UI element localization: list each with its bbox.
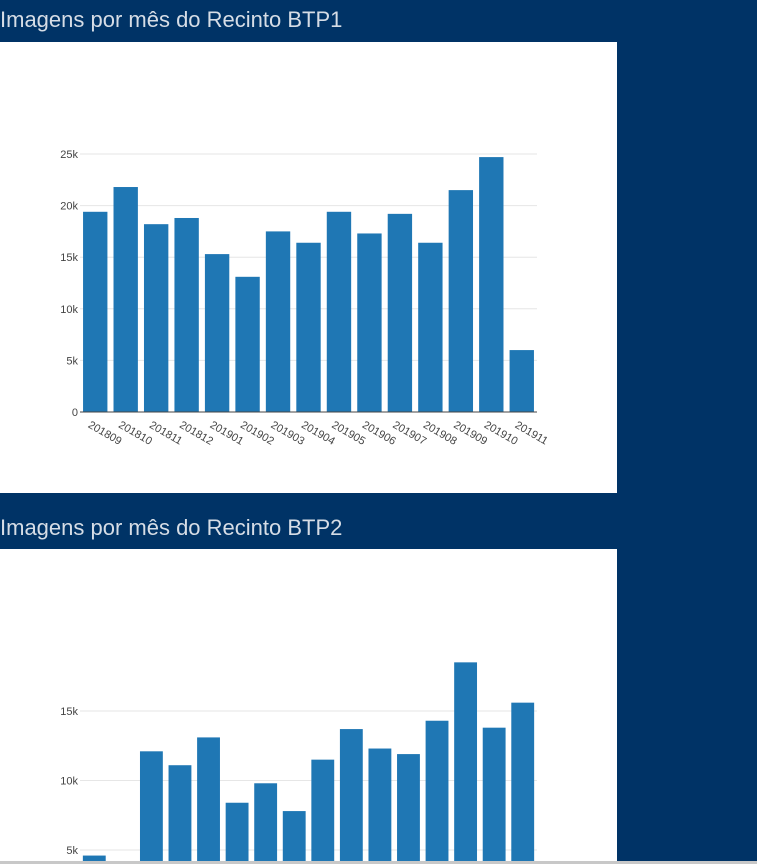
x-tick-label: 201811 <box>147 419 184 447</box>
section-btp1: Imagens por mês do Recinto BTP1 0 5k 10k 15… <box>0 7 617 493</box>
section-title-btp1: Imagens por mês do Recinto BTP1 <box>0 7 343 32</box>
bar-chart-btp1[interactable]: 05k10k15k20k25k2018092018102018112018122… <box>0 42 617 493</box>
x-tick-label: 201906 <box>360 419 398 448</box>
bar-201904[interactable] <box>296 242 321 412</box>
y-tick-label: 25k <box>60 149 78 161</box>
y-tick-label: 5k <box>66 845 78 857</box>
bar-8[interactable] <box>282 811 306 864</box>
bar-201905[interactable] <box>326 211 352 412</box>
bar-201809[interactable] <box>83 211 108 412</box>
x-tick-label: 201905 <box>330 419 368 448</box>
x-tick-label: 201812 <box>177 419 215 448</box>
bar-6[interactable] <box>225 802 249 864</box>
chart-card-btp1: 0 5k 10k 15k 20k 25k 201809 201810 201811 201812 2… <box>0 42 617 493</box>
bar-201903[interactable] <box>265 231 291 412</box>
x-tick-label: 201903 <box>269 419 307 448</box>
bar-201812[interactable] <box>174 217 199 412</box>
x-tick-label: 201904 <box>299 419 337 448</box>
section-btp2: Imagens por mês do Recinto BTP2 5k 10k 15k <box>0 510 757 864</box>
bar-4[interactable] <box>168 765 192 864</box>
bars <box>83 157 534 412</box>
bar-1[interactable] <box>82 855 106 864</box>
x-tick-label: 201910 <box>482 419 520 448</box>
x-tick-label: 201911 <box>513 419 550 447</box>
bar-12[interactable] <box>397 754 420 864</box>
bar-201911[interactable] <box>509 350 534 412</box>
y-tick-label: 5k <box>66 355 78 367</box>
bar-201908[interactable] <box>418 242 443 412</box>
bar-7[interactable] <box>254 783 278 864</box>
bar-201906[interactable] <box>357 233 382 412</box>
y-tick-label: 0 <box>72 407 78 419</box>
bar-14[interactable] <box>454 662 478 864</box>
bars <box>82 662 535 864</box>
x-tick-label: 201908 <box>421 419 459 448</box>
x-tick-label: 201901 <box>208 419 246 448</box>
bar-5[interactable] <box>197 737 220 864</box>
x-tick-label: 201809 <box>86 419 124 448</box>
bar-201901[interactable] <box>204 254 230 412</box>
bar-9[interactable] <box>311 759 335 864</box>
bar-3[interactable] <box>139 751 163 864</box>
x-tick-label: 201902 <box>238 419 276 448</box>
x-tick-label: 201810 <box>116 419 154 448</box>
x-tick-label: 201909 <box>451 419 489 448</box>
y-tick-label: 15k <box>60 252 78 264</box>
y-tick-label: 20k <box>60 201 78 213</box>
bar-201810[interactable] <box>113 187 138 412</box>
x-tick-label: 201907 <box>391 419 429 448</box>
bar-201909[interactable] <box>448 190 474 412</box>
bar-201902[interactable] <box>235 276 260 412</box>
bar-11[interactable] <box>368 748 392 864</box>
section-title-btp2: Imagens por mês do Recinto BTP2 <box>0 515 343 540</box>
y-tick-label: 10k <box>60 776 78 788</box>
bar-201907[interactable] <box>387 213 413 412</box>
y-tick-label: 10k <box>60 304 78 316</box>
horizontal-scrollbar[interactable] <box>0 861 757 864</box>
bar-13[interactable] <box>425 720 449 864</box>
bar-201910[interactable] <box>479 157 504 412</box>
bar-10[interactable] <box>339 729 363 864</box>
y-tick-label: 15k <box>60 706 78 718</box>
bar-chart-btp2[interactable]: 5k 10k 15k <box>0 549 617 864</box>
bar-16[interactable] <box>511 702 535 864</box>
bar-15[interactable] <box>482 727 506 864</box>
bar-201811[interactable] <box>143 224 169 412</box>
chart-card-btp2: 5k 10k 15k <box>0 549 617 864</box>
